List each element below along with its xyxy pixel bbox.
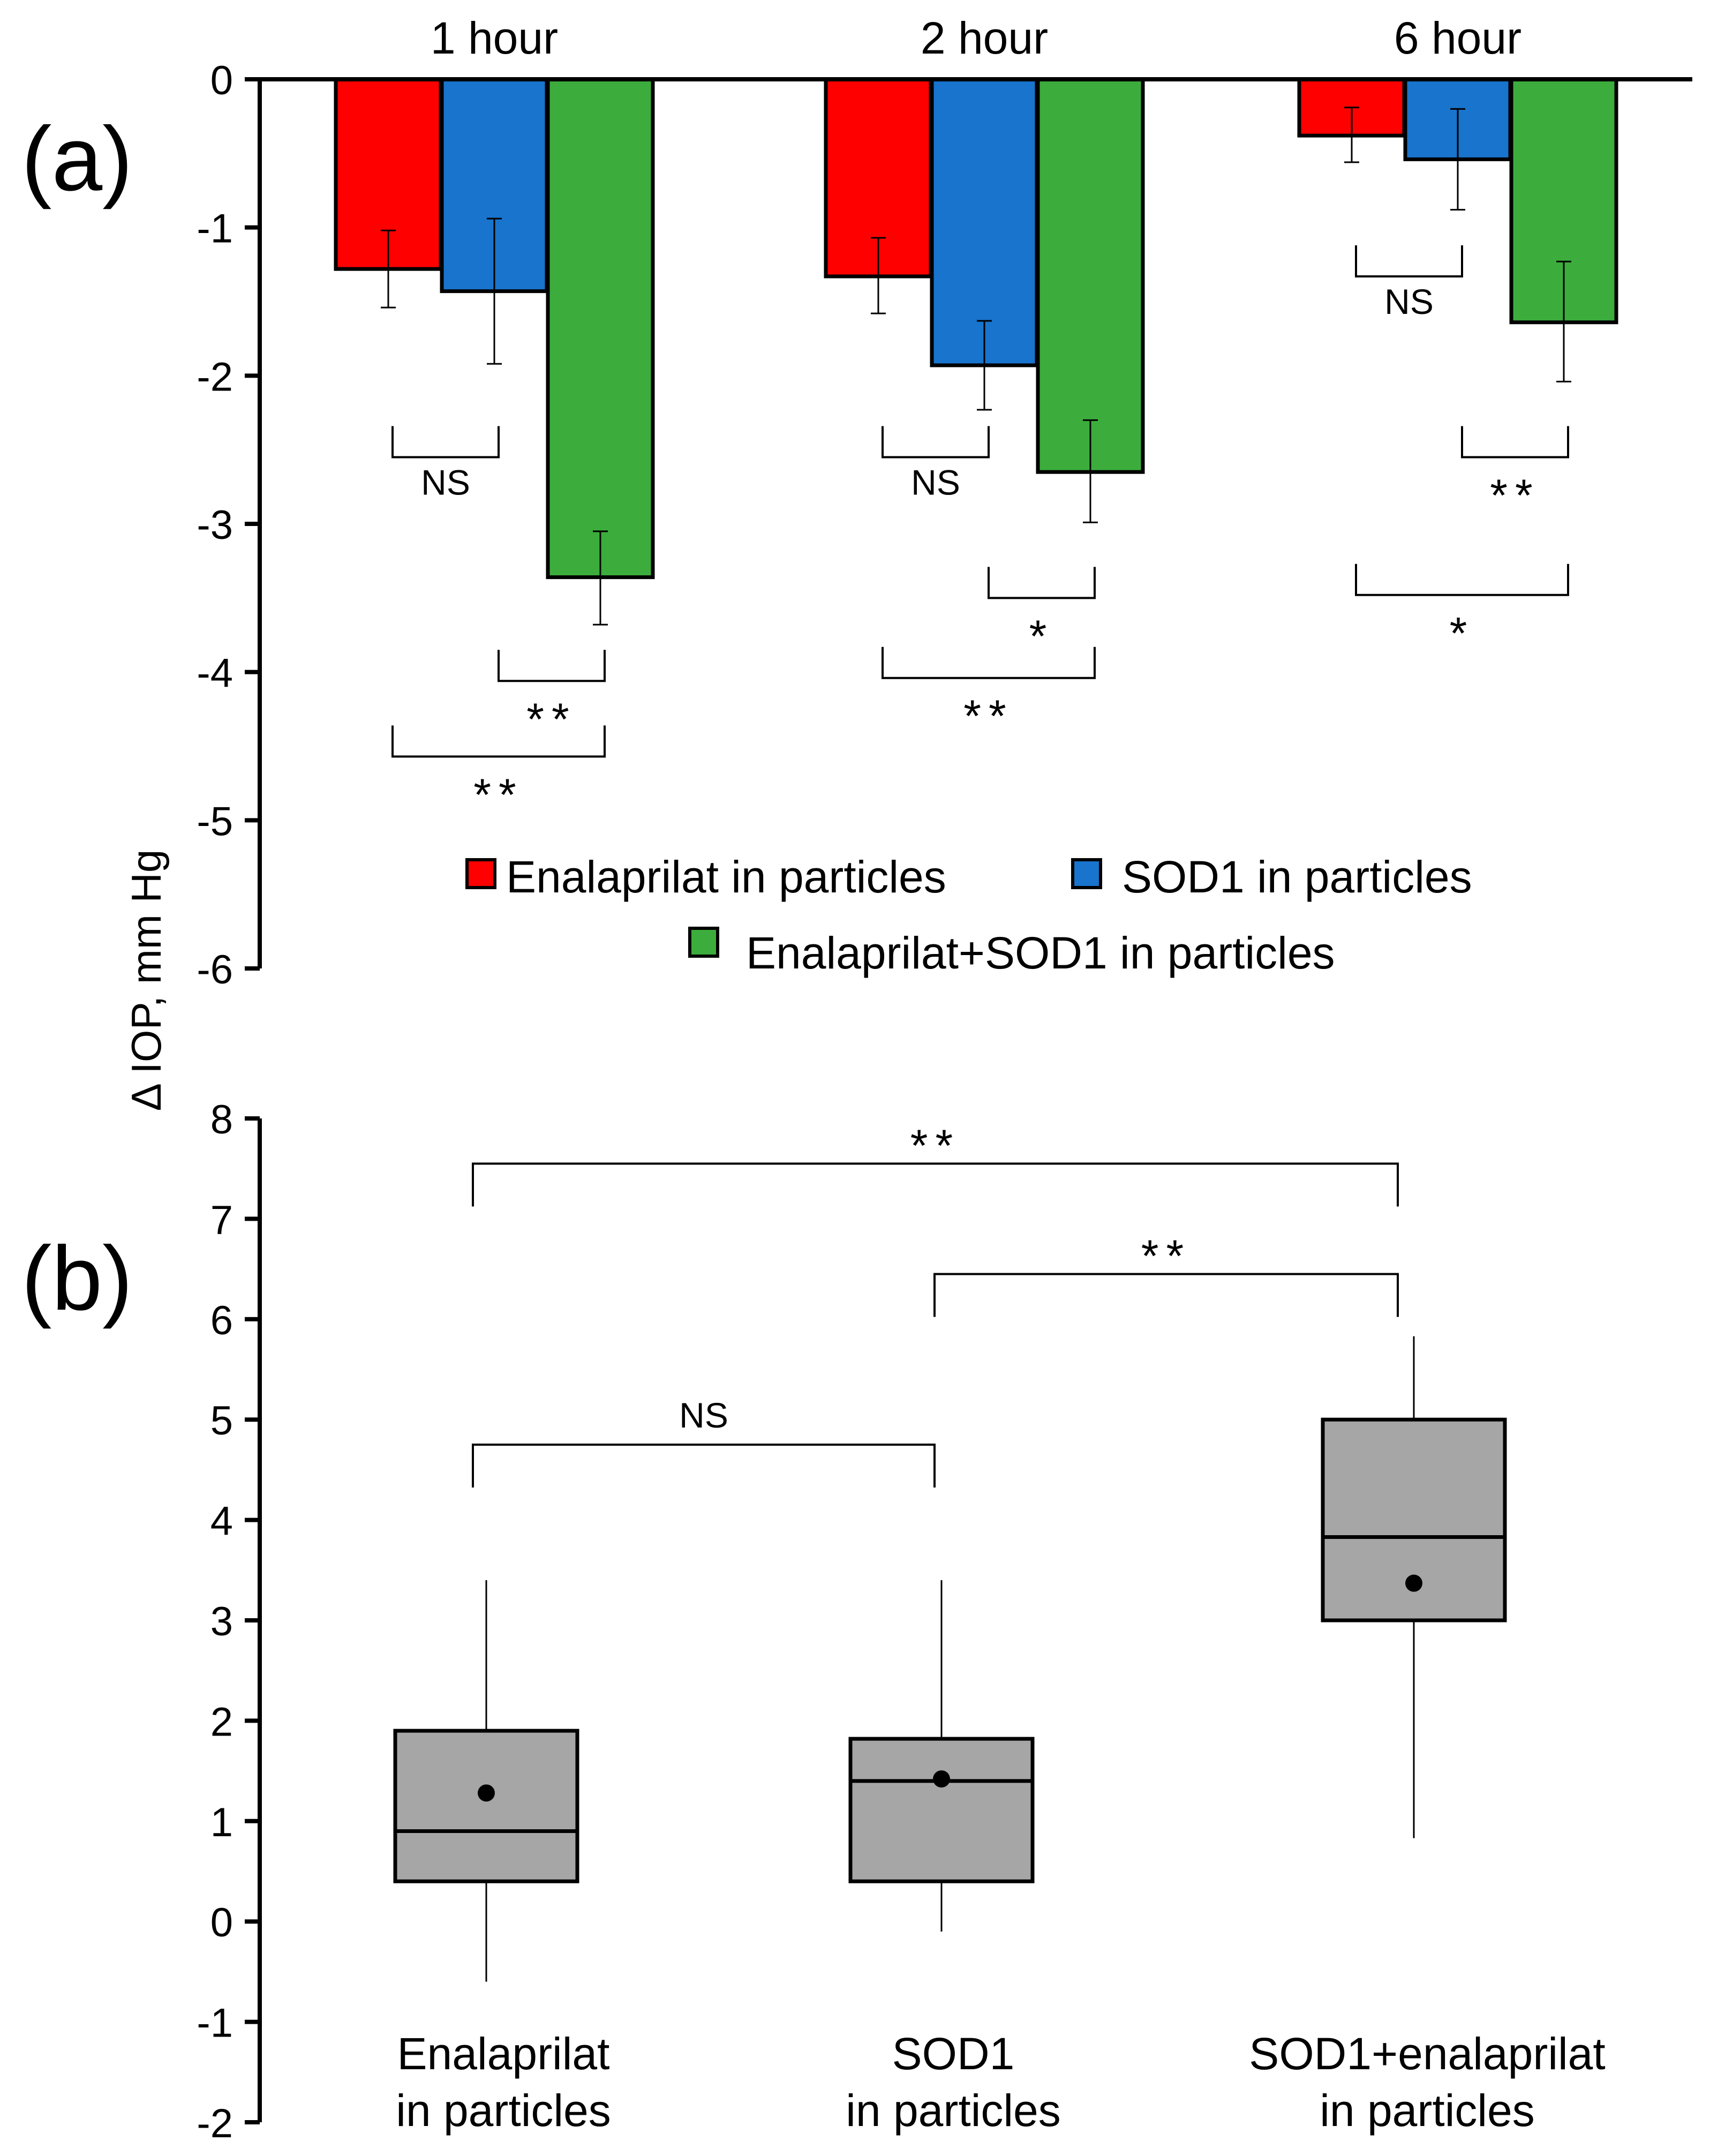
panel-a-bars bbox=[334, 77, 1618, 580]
panel-a-category-label: 6 hour bbox=[1394, 13, 1521, 63]
panel-b-y-tick-label: 4 bbox=[210, 1499, 233, 1544]
panel-a-label: (a) bbox=[21, 108, 133, 210]
panel-a-significance-label: NS bbox=[911, 463, 960, 502]
panel-b-chart: 8 7 6 5 4 3 2 1 0 -1 -2 ** ** NS Enalaprilat in parti… bbox=[197, 1097, 1605, 2146]
panel-b-category-label: SOD1 in particles bbox=[846, 2029, 1061, 2136]
panel-a-significance-label: * bbox=[1450, 608, 1475, 658]
panel-b-significance-label: ** bbox=[910, 1120, 960, 1170]
panel-b-y-tick-label: 8 bbox=[210, 1097, 233, 1143]
legend-item-enalaprilat: Enalaprilat in particles bbox=[465, 852, 946, 902]
panel-b-y-tick-label: 0 bbox=[210, 1900, 233, 1945]
legend-swatch-sod1 bbox=[1071, 858, 1102, 889]
panel-b-y-ticks: 8 7 6 5 4 3 2 1 0 -1 -2 bbox=[197, 1097, 260, 2146]
panel-b-category-label-line: SOD1 bbox=[892, 2029, 1015, 2079]
panel-b-y-tick-label: 2 bbox=[210, 1699, 233, 1745]
panel-a-significance-label: NS bbox=[1384, 282, 1434, 321]
panel-a-y-tick-label: -1 bbox=[197, 206, 233, 252]
panel-b-mean-marker bbox=[1405, 1574, 1422, 1592]
legend-swatch-enalaprilat bbox=[465, 858, 496, 889]
panel-b-category-label: Enalaprilat in particles bbox=[396, 2029, 611, 2136]
panel-b-significance: ** ** NS bbox=[472, 1120, 1399, 1488]
panel-a-significance-bracket bbox=[498, 650, 606, 682]
panel-a-category-labels: 1 hour 2 hour 6 hour bbox=[431, 13, 1521, 63]
panel-a-y-tick-label: -5 bbox=[197, 799, 233, 844]
panel-b-y-tick-label: 1 bbox=[210, 1800, 233, 1845]
panel-a-significance-bracket bbox=[1355, 245, 1463, 277]
panel-b-significance-label: ** bbox=[1141, 1230, 1191, 1281]
panel-a-error-bars bbox=[381, 107, 1571, 626]
panel-a-significance-bracket bbox=[1355, 564, 1569, 596]
panel-a-significance-bracket bbox=[988, 567, 1096, 599]
panel-b-y-tick-label: 6 bbox=[210, 1298, 233, 1343]
panel-b-box bbox=[848, 1737, 1035, 1883]
panel-a-bar bbox=[546, 77, 655, 580]
panel-a-significance-label: ** bbox=[526, 694, 576, 744]
panel-a-significance-label: ** bbox=[1490, 470, 1540, 521]
panel-b-y-tick-label: 5 bbox=[210, 1398, 233, 1444]
panel-b-category-label-line: in particles bbox=[396, 2085, 611, 2136]
legend-item-combo: Enalaprilat+SOD1 in particles bbox=[688, 927, 1335, 978]
panel-a-significance-bracket bbox=[882, 647, 1096, 679]
panel-a-significance-label: ** bbox=[963, 691, 1013, 741]
panel-a-significance-bracket bbox=[1461, 426, 1569, 459]
panel-a-category-label: 1 hour bbox=[431, 13, 558, 63]
panel-b-y-tick-label: 3 bbox=[210, 1599, 233, 1644]
panel-a-bar bbox=[1036, 77, 1145, 474]
panel-a-significance: NS****NS***NS*** bbox=[391, 245, 1569, 820]
legend-label-enalaprilat: Enalaprilat in particles bbox=[506, 852, 946, 902]
panel-b-category-label-line: in particles bbox=[846, 2085, 1061, 2136]
legend-item-sod1: SOD1 in particles bbox=[1071, 852, 1472, 902]
panel-a-y-tick-label: -6 bbox=[197, 947, 233, 993]
legend-label-combo: Enalaprilat+SOD1 in particles bbox=[746, 928, 1335, 978]
panel-a-y-tick-label: -3 bbox=[197, 502, 233, 548]
panel-b-label: (b) bbox=[21, 1228, 133, 1329]
panel-a-bar bbox=[1509, 77, 1618, 325]
panel-a-y-tick-label: -4 bbox=[197, 651, 233, 696]
legend-swatch-combo bbox=[688, 927, 719, 958]
panel-b-y-tick-label: -1 bbox=[197, 2001, 233, 2046]
legend: Enalaprilat in particles SOD1 in particl… bbox=[465, 852, 1472, 978]
legend-label-sod1: SOD1 in particles bbox=[1122, 852, 1472, 902]
panel-a-significance-label: NS bbox=[421, 463, 470, 502]
panel-a-y-tick-label: -2 bbox=[197, 354, 233, 400]
panel-a-chart: 0-1-2-3-4-5-6 NS****NS***NS*** 1 hour 2 h… bbox=[197, 13, 1692, 993]
panel-b-significance-bracket bbox=[472, 1444, 936, 1488]
panel-a-significance-label: * bbox=[1029, 611, 1054, 661]
panel-b-box bbox=[393, 1729, 579, 1883]
panel-b-boxes bbox=[393, 1336, 1507, 1982]
panel-b-mean-marker bbox=[478, 1784, 495, 1802]
panel-b-significance-bracket bbox=[472, 1162, 1399, 1207]
panel-a-y-ticks: 0 -1 -2 -3 -4 -5 -6 bbox=[197, 58, 260, 993]
y-axis-label: Δ IOP, mm Hg bbox=[123, 850, 170, 1111]
panel-b-significance-bracket bbox=[933, 1273, 1399, 1317]
panel-a-significance-bracket bbox=[391, 426, 500, 459]
panel-b-mean-marker bbox=[933, 1770, 950, 1788]
panel-a-significance-label: ** bbox=[473, 769, 523, 820]
panel-b-category-label-line: Enalaprilat bbox=[397, 2029, 610, 2079]
panel-b-category-label-line: SOD1+enalaprilat bbox=[1249, 2029, 1605, 2079]
panel-b-y-tick-label: 7 bbox=[210, 1197, 233, 1243]
panel-b-category-label: SOD1+enalaprilat in particles bbox=[1249, 2029, 1605, 2136]
panel-a-significance-bracket bbox=[882, 426, 990, 459]
panel-a-category-label: 2 hour bbox=[921, 13, 1048, 63]
panel-a-significance-bracket bbox=[391, 725, 606, 758]
panel-b-y-tick-label: -2 bbox=[197, 2101, 233, 2146]
panel-b-category-label-line: in particles bbox=[1320, 2085, 1535, 2136]
panel-a-y-tick-label: 0 bbox=[210, 58, 233, 103]
panel-b-significance-label: NS bbox=[679, 1395, 728, 1435]
